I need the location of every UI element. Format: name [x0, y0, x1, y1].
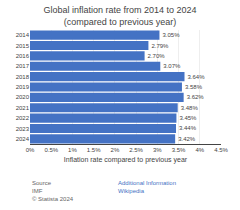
svg-text:2020: 2020 [16, 94, 30, 100]
svg-text:1.5%: 1.5% [87, 147, 101, 153]
svg-text:3.48%: 3.48% [181, 105, 199, 111]
svg-text:0%: 0% [26, 147, 35, 153]
svg-text:3.45%: 3.45% [179, 115, 197, 121]
svg-text:0.5%: 0.5% [44, 147, 58, 153]
svg-text:2019: 2019 [16, 84, 30, 90]
svg-text:2022: 2022 [16, 115, 30, 121]
svg-text:2015: 2015 [16, 43, 30, 49]
svg-text:3.44%: 3.44% [179, 125, 197, 131]
svg-text:SourceIMF© Statista 2024: SourceIMF© Statista 2024 [32, 180, 74, 202]
svg-text:2024: 2024 [16, 136, 30, 142]
svg-text:3%: 3% [153, 147, 162, 153]
svg-text:3.07%: 3.07% [163, 63, 181, 69]
svg-text:4%: 4% [195, 147, 204, 153]
svg-text:2%: 2% [111, 147, 120, 153]
svg-text:4.5%: 4.5% [214, 147, 228, 153]
svg-text:2014: 2014 [16, 32, 30, 38]
svg-text:2023: 2023 [16, 126, 30, 132]
svg-text:3.05%: 3.05% [162, 32, 180, 38]
svg-text:3.58%: 3.58% [185, 84, 203, 90]
svg-text:Inflation rate compared to pre: Inflation rate compared to previous year [64, 156, 188, 164]
svg-text:3.64%: 3.64% [188, 74, 206, 80]
svg-text:2021: 2021 [16, 105, 30, 111]
svg-text:1%: 1% [68, 147, 77, 153]
svg-text:3.62%: 3.62% [187, 94, 205, 100]
svg-text:2.5%: 2.5% [129, 147, 143, 153]
svg-text:2017: 2017 [16, 63, 30, 69]
svg-text:Global inflation rate from 201: Global inflation rate from 2014 to 2024(… [43, 5, 196, 27]
svg-text:2016: 2016 [16, 53, 30, 59]
svg-text:2018: 2018 [16, 74, 30, 80]
svg-text:2.79%: 2.79% [151, 43, 169, 49]
svg-text:3.5%: 3.5% [172, 147, 186, 153]
svg-text:Additional InformationWikipedi: Additional InformationWikipedia [118, 180, 176, 194]
svg-text:3.42%: 3.42% [178, 136, 196, 142]
svg-text:2.70%: 2.70% [148, 53, 166, 59]
